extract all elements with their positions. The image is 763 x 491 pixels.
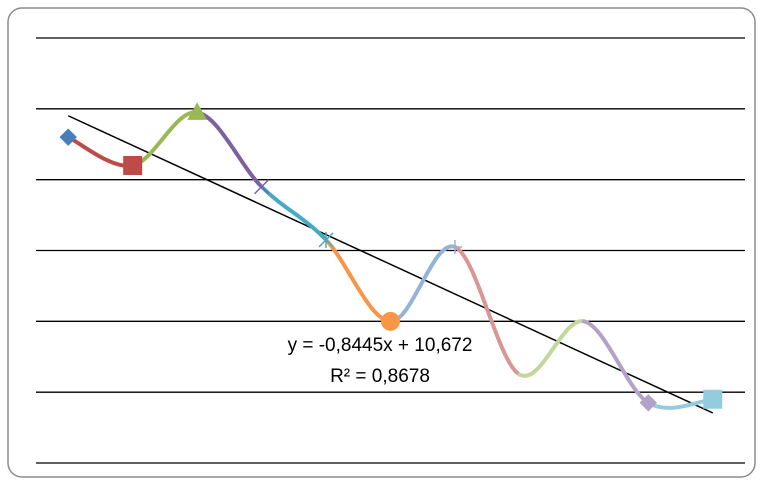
line-segment	[517, 319, 586, 378]
marker	[639, 394, 658, 412]
trend-r-squared: R² = 0,8678	[330, 366, 430, 387]
marker	[703, 389, 723, 409]
trend-equation: y = -0,8445x + 10,672	[288, 335, 473, 356]
marker	[381, 311, 400, 331]
marker	[123, 156, 143, 175]
marker	[254, 179, 270, 195]
trendline-group	[67, 115, 714, 414]
series	[59, 102, 723, 412]
marker	[447, 239, 462, 254]
marker	[318, 231, 334, 248]
marker	[187, 102, 207, 120]
chart-frame	[7, 7, 756, 478]
line-segment	[581, 319, 651, 405]
trendline	[67, 115, 714, 414]
marker	[59, 128, 77, 146]
line-segment	[452, 244, 522, 377]
